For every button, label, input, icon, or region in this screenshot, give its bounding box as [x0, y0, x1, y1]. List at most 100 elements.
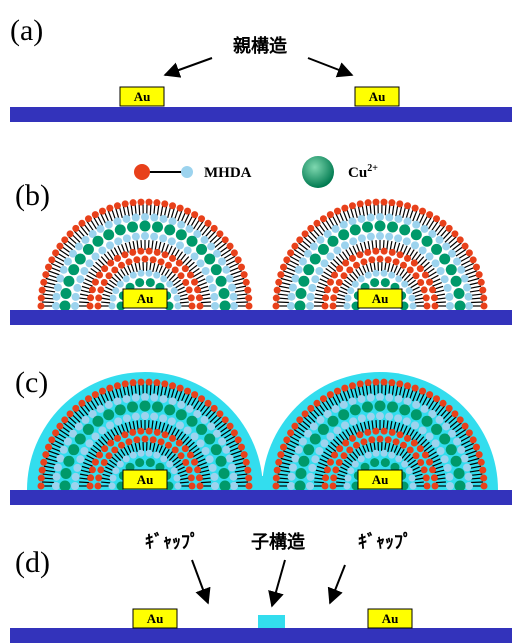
head — [106, 384, 114, 392]
head — [182, 279, 190, 286]
tail — [229, 472, 238, 481]
tail — [131, 213, 140, 222]
tail — [131, 393, 140, 402]
ion — [219, 480, 231, 492]
tail — [405, 467, 413, 475]
chain — [197, 282, 207, 287]
head — [196, 482, 204, 490]
tail — [71, 292, 80, 301]
head — [191, 458, 199, 466]
ion — [186, 235, 198, 247]
head — [97, 466, 105, 474]
chain — [318, 462, 328, 467]
tail — [331, 404, 340, 413]
head — [451, 230, 459, 238]
head — [111, 446, 119, 454]
chain — [412, 289, 422, 295]
ion — [164, 404, 176, 416]
head — [360, 258, 368, 266]
tail — [366, 232, 375, 241]
head — [477, 458, 485, 466]
head — [329, 482, 337, 490]
chain — [211, 416, 222, 426]
head — [245, 482, 253, 490]
head — [176, 204, 184, 212]
chain — [68, 416, 79, 426]
ion — [454, 480, 466, 492]
head — [107, 259, 115, 267]
chain — [414, 297, 424, 301]
ion — [63, 275, 75, 287]
chain — [179, 297, 189, 301]
chain — [446, 236, 457, 246]
tail — [230, 302, 238, 310]
tail — [309, 242, 318, 251]
chain — [114, 207, 120, 219]
head — [95, 294, 103, 302]
chain — [88, 451, 98, 458]
head — [335, 459, 343, 466]
ion — [360, 462, 370, 472]
tail — [339, 400, 348, 409]
chain — [470, 473, 483, 477]
chain — [92, 396, 101, 408]
head — [417, 459, 425, 466]
chain — [414, 301, 424, 304]
chain — [342, 389, 348, 402]
head — [272, 294, 280, 302]
chain — [390, 263, 395, 273]
tail — [436, 267, 445, 275]
ion — [317, 243, 329, 255]
tail — [380, 269, 388, 277]
head — [48, 436, 56, 444]
head — [422, 294, 430, 302]
tail — [113, 397, 122, 406]
head — [283, 436, 291, 444]
head — [186, 271, 194, 279]
legend-label: MHDA — [204, 165, 252, 181]
head — [184, 387, 192, 395]
chain — [149, 262, 152, 272]
chain — [54, 255, 66, 263]
tail — [141, 232, 149, 240]
head — [38, 466, 46, 474]
head — [277, 271, 285, 279]
ion — [450, 455, 462, 467]
arrow — [268, 559, 286, 608]
head — [330, 294, 338, 302]
chain — [308, 410, 318, 421]
tail — [395, 275, 403, 283]
tail — [185, 404, 194, 413]
chain — [337, 293, 347, 298]
tail — [129, 451, 137, 459]
tail — [316, 415, 325, 424]
chain — [293, 248, 305, 257]
head — [185, 466, 193, 474]
tail — [464, 472, 473, 481]
tail — [428, 409, 437, 418]
head — [188, 302, 196, 310]
arrow — [163, 57, 213, 78]
chain — [451, 242, 462, 251]
tail — [320, 439, 329, 448]
tail — [431, 439, 440, 448]
chain — [176, 286, 185, 292]
tail — [174, 482, 182, 490]
chain — [155, 443, 160, 453]
ion — [294, 300, 306, 312]
chain — [167, 245, 173, 256]
head — [72, 404, 80, 412]
electrode — [354, 86, 400, 107]
ion — [431, 423, 443, 435]
chain — [50, 262, 63, 269]
head — [194, 466, 202, 474]
head — [78, 399, 86, 407]
chain — [83, 282, 93, 287]
tail — [201, 267, 210, 275]
chain — [188, 444, 198, 452]
chain — [446, 416, 457, 426]
tail — [76, 455, 85, 464]
head — [125, 258, 133, 266]
ion — [327, 415, 339, 427]
tail — [159, 394, 168, 403]
